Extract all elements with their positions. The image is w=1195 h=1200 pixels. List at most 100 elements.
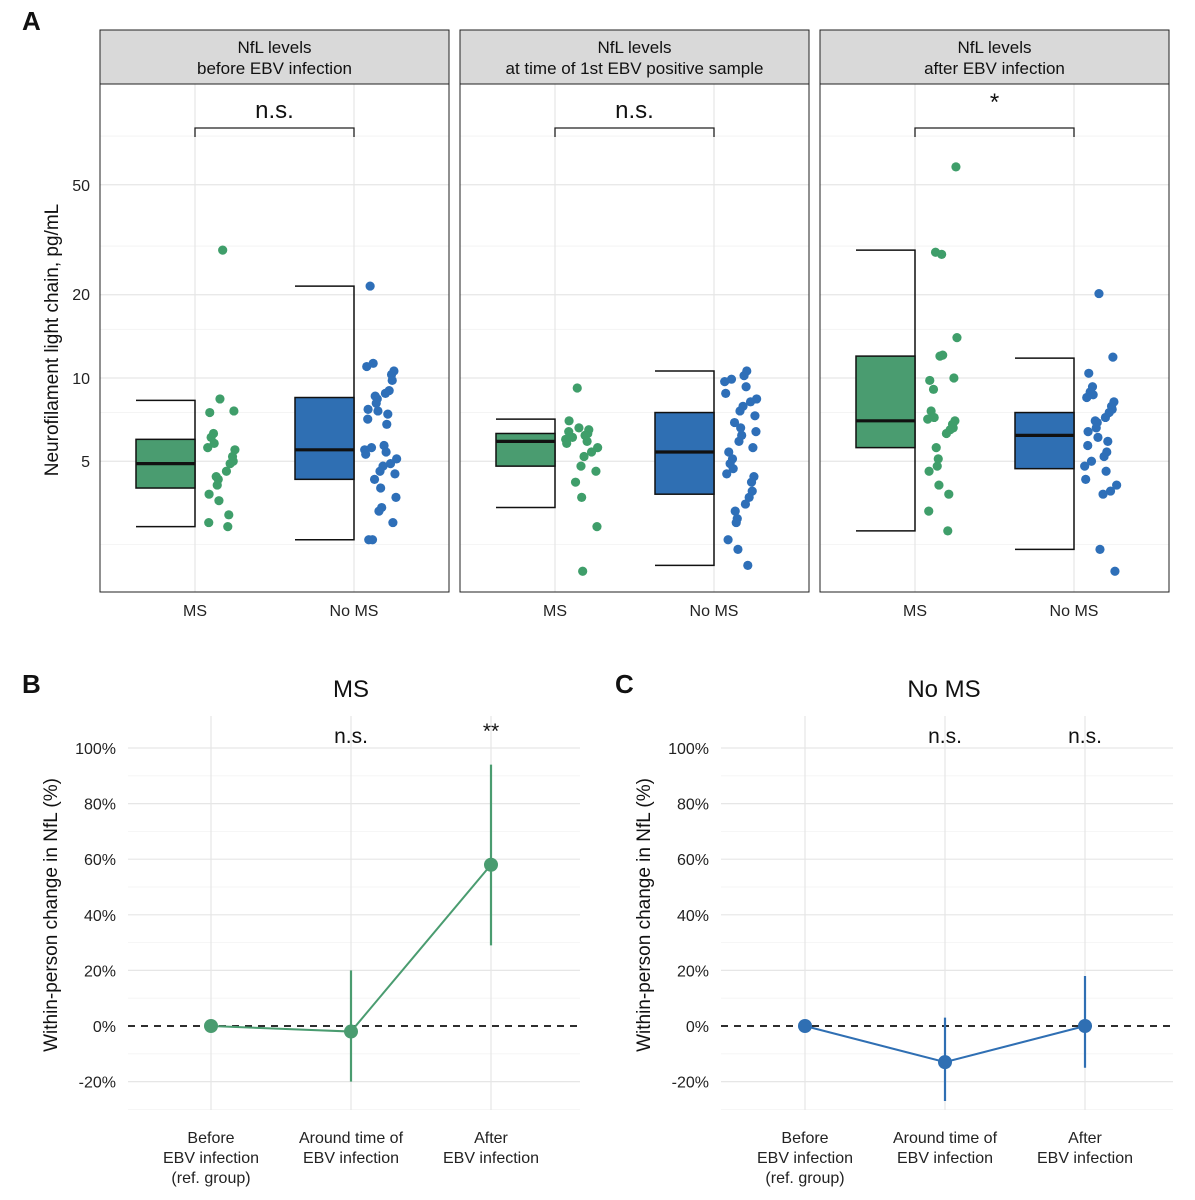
data-point <box>1082 392 1092 403</box>
data-point <box>204 1019 218 1033</box>
data-point <box>729 417 740 428</box>
data-point <box>923 414 933 424</box>
box <box>1014 411 1075 470</box>
panel-b-annotations: n.s. ** <box>334 720 499 748</box>
x-tick-label: (ref. group) <box>765 1170 844 1187</box>
y-tick-label: 40% <box>84 908 116 925</box>
data-point <box>1078 1019 1092 1033</box>
data-point <box>1100 412 1111 423</box>
facet-strip-line1: NfL levels <box>237 38 311 57</box>
data-point <box>952 332 962 343</box>
panel-b-y-title: Within-person change in NfL (%) <box>41 778 62 1052</box>
data-point <box>740 499 751 509</box>
data-point <box>741 382 751 392</box>
panel-c-x-ticks: Before EBV infection (ref. group) Around ti… <box>757 1130 1133 1187</box>
panel-c-noms-change: No MS Within-person change in NfL (%) 10… <box>634 676 1173 1187</box>
facet-frame <box>459 83 810 593</box>
data-point <box>225 459 235 469</box>
data-point <box>203 443 213 453</box>
significance-label: n.s. <box>334 725 368 748</box>
data-point <box>204 517 214 528</box>
data-point <box>730 506 740 516</box>
data-point <box>1108 352 1118 362</box>
y-tick-label: 0% <box>93 1019 116 1036</box>
xtick-no-ms: No MS <box>690 603 739 620</box>
data-point <box>1086 456 1097 466</box>
significance-label: n.s. <box>255 97 294 124</box>
y-tick-label: 80% <box>84 797 116 814</box>
data-point <box>204 489 214 499</box>
x-tick-label: EBV infection <box>897 1150 993 1167</box>
data-point <box>928 384 939 394</box>
data-point <box>223 522 233 532</box>
data-point <box>933 454 943 464</box>
panel-a-ytick-5: 5 <box>81 454 90 471</box>
panel-c-marks <box>798 975 1092 1102</box>
panel-c-annotations: n.s. n.s. <box>928 725 1102 748</box>
data-point <box>944 489 954 499</box>
data-point <box>1080 461 1090 471</box>
facet-grid <box>100 84 449 592</box>
box <box>855 355 916 449</box>
y-tick-label: 100% <box>668 741 709 758</box>
data-point <box>582 436 592 446</box>
panel-a-ytick-10: 10 <box>72 371 90 388</box>
facet-frame <box>99 83 450 593</box>
data-point <box>943 526 953 536</box>
x-tick-label: EBV infection <box>163 1150 259 1167</box>
data-point <box>381 447 391 457</box>
data-point <box>1095 544 1105 554</box>
data-point <box>373 406 383 416</box>
data-point <box>371 398 381 408</box>
y-tick-label: 100% <box>75 741 116 758</box>
data-point <box>1081 474 1091 484</box>
panel-b-letter: B <box>22 669 41 699</box>
facet-strip-line2: at time of 1st EBV positive sample <box>506 59 764 78</box>
data-point <box>745 397 756 407</box>
x-tick-label: After <box>474 1130 508 1147</box>
data-point <box>931 443 941 453</box>
y-tick-label: 0% <box>686 1019 709 1036</box>
x-tick-label: (ref. group) <box>171 1170 250 1187</box>
facet-strip <box>99 29 450 85</box>
data-point <box>934 480 944 490</box>
data-point <box>591 466 601 476</box>
data-point <box>1098 489 1108 499</box>
data-point <box>1099 451 1109 462</box>
data-point <box>387 375 397 386</box>
data-point <box>938 1055 952 1070</box>
data-point <box>724 447 734 457</box>
data-point <box>1083 440 1093 451</box>
data-point <box>363 414 373 424</box>
xtick-ms: MS <box>543 603 567 620</box>
data-point <box>586 447 597 457</box>
data-point <box>376 483 386 493</box>
x-tick-label: EBV infection <box>303 1150 399 1167</box>
y-tick-label: 40% <box>677 908 709 925</box>
data-point <box>383 409 393 419</box>
data-point <box>562 438 572 449</box>
data-point <box>484 857 498 872</box>
facet-strip <box>459 29 810 85</box>
x-tick-label: Before <box>781 1130 828 1147</box>
data-point <box>1094 288 1104 299</box>
y-tick-label: -20% <box>79 1075 116 1092</box>
data-point <box>1101 466 1111 476</box>
box <box>495 432 556 467</box>
y-tick-label: -20% <box>672 1075 709 1092</box>
significance-bracket <box>194 127 355 137</box>
data-point <box>751 426 761 437</box>
data-point <box>374 506 384 516</box>
significance-bracket <box>914 127 1075 137</box>
panel-a-ytick-20: 20 <box>72 287 90 304</box>
data-point <box>925 375 935 386</box>
data-point <box>735 406 745 416</box>
facet-strip-line1: NfL levels <box>597 38 671 57</box>
data-point <box>731 517 741 528</box>
x-tick-label: EBV infection <box>443 1150 539 1167</box>
data-point <box>572 383 582 393</box>
data-point <box>739 371 749 381</box>
y-tick-label: 20% <box>84 963 116 980</box>
data-point <box>1103 436 1113 446</box>
significance-label: n.s. <box>928 725 962 748</box>
